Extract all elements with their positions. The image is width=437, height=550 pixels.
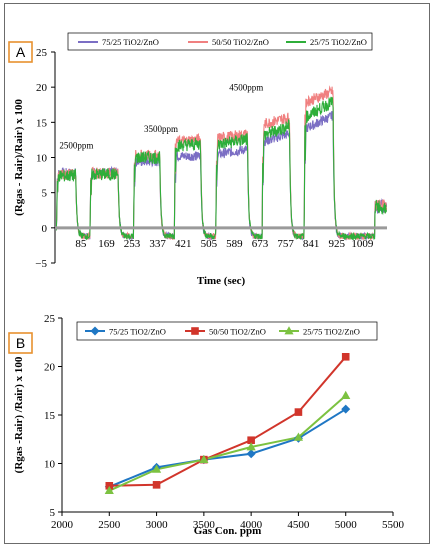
chart-b-x-tick-label: 5500: [382, 519, 405, 531]
chart-b-legend-label: 75/25 TiO2/ZnO: [109, 327, 166, 337]
chart-a-x-tick-label: 757: [277, 238, 294, 250]
chart-a-x-tick-label: 1009: [351, 238, 374, 250]
panel-a-label: A: [16, 44, 26, 60]
chart-a-x-tick-label: 421: [175, 238, 192, 250]
chart-a-y-tick-label: −5: [35, 258, 47, 270]
chart-b-data-point: [341, 404, 351, 414]
chart-b-data-point: [294, 408, 303, 416]
chart-b-x-tick-label: 5000: [335, 519, 358, 531]
chart-a-y-tick-label: 25: [36, 47, 48, 59]
chart-a-x-tick-label: 841: [303, 238, 320, 250]
chart-a-x-tick-label: 505: [201, 238, 218, 250]
chart-b-data-point: [341, 390, 351, 399]
chart-b-series-line: [109, 356, 347, 487]
chart-b-data-point: [247, 436, 255, 445]
chart-b-x-tick-label: 3500: [193, 519, 216, 531]
chart-a-y-tick-label: 20: [36, 82, 48, 94]
chart-b-y-tick-label: 5: [50, 507, 56, 519]
chart-b-x-tick-label: 2000: [51, 519, 74, 531]
chart-a-legend-label: 75/25 TiO2/ZnO: [102, 37, 159, 47]
chart-a-legend-label: 25/75 TiO2/ZnO: [310, 37, 367, 47]
panel-b-label-box: [8, 332, 33, 354]
chart-b-legend-label: 50/50 TiO2/ZnO: [209, 327, 266, 337]
chart-b-data-point: [341, 353, 350, 361]
chart-b-y-axis-title: (Rgas -Rair) /Rair) x 100: [13, 356, 25, 473]
chart-b-legend-marker: [90, 326, 100, 336]
chart-b-legend-label: 25/75 TiO2/ZnO: [303, 327, 360, 337]
chart-a-legend-label: 50/50 TiO2/ZnO: [212, 37, 269, 47]
chart-b-data-point: [104, 485, 114, 495]
chart-b-legend-marker: [191, 327, 199, 335]
chart-a-y-tick-label: 10: [36, 153, 48, 165]
chart-b-x-tick-label: 2500: [98, 519, 121, 531]
chart-a-y-tick-label: 5: [42, 188, 48, 200]
chart-b-series-line: [108, 408, 347, 488]
chart-b-y-tick-label: 25: [44, 313, 56, 325]
chart-b-legend-marker: [284, 326, 294, 335]
chart-a-y-tick-label: 0: [42, 223, 48, 235]
chart-b-x-tick-label: 3000: [146, 519, 169, 531]
chart-b-y-tick-label: 10: [44, 459, 56, 471]
chart-a-annotation: 4500ppm: [229, 83, 263, 93]
chart-a-annotation: 2500ppm: [59, 140, 93, 150]
chart-b-x-tick-label: 4000: [240, 519, 263, 531]
chart-a-legend: [67, 32, 373, 51]
panel-a-label-box: [8, 41, 33, 63]
chart-a-x-axis-title: Time (sec): [197, 275, 246, 287]
chart-b-y-tick-label: 15: [44, 410, 56, 422]
chart-a-x-tick-label: 169: [98, 238, 115, 250]
chart-b-data-point: [246, 449, 256, 459]
chart-a-annotation: 3500ppm: [144, 124, 178, 134]
chart-b-data-point: [293, 432, 304, 441]
chart-a-series-line: [56, 96, 387, 241]
chart-b-data-point: [105, 482, 114, 490]
chart-b-data-point: [199, 454, 209, 464]
chart-b-data-point: [151, 464, 162, 473]
chart-a-x-tick-label: 253: [124, 238, 141, 250]
chart-a-y-tick-label: 15: [36, 117, 48, 129]
chart-b-data-point: [152, 481, 161, 489]
chart-a-series-line: [56, 85, 387, 241]
chart-a-x-tick-label: 337: [149, 238, 166, 250]
chart-b-series-line: [108, 394, 347, 492]
chart-a-y-axis-title: (Rgas - Rair)/Rair) x 100: [13, 99, 25, 216]
chart-a-x-tick-label: 85: [75, 238, 87, 250]
chart-a-x-tick-label: 925: [328, 238, 345, 250]
chart-b-data-point: [246, 442, 256, 451]
chart-b-y-tick-label: 20: [44, 362, 56, 374]
chart-a-x-tick-label: 673: [252, 238, 269, 250]
chart-b-x-axis-title: Gas Con. ppm: [194, 525, 262, 537]
chart-a-x-tick-label: 589: [226, 238, 243, 250]
panel-b-label: B: [16, 335, 25, 351]
chart-b-x-tick-label: 4500: [287, 519, 310, 531]
chart-b-legend: [76, 321, 378, 341]
